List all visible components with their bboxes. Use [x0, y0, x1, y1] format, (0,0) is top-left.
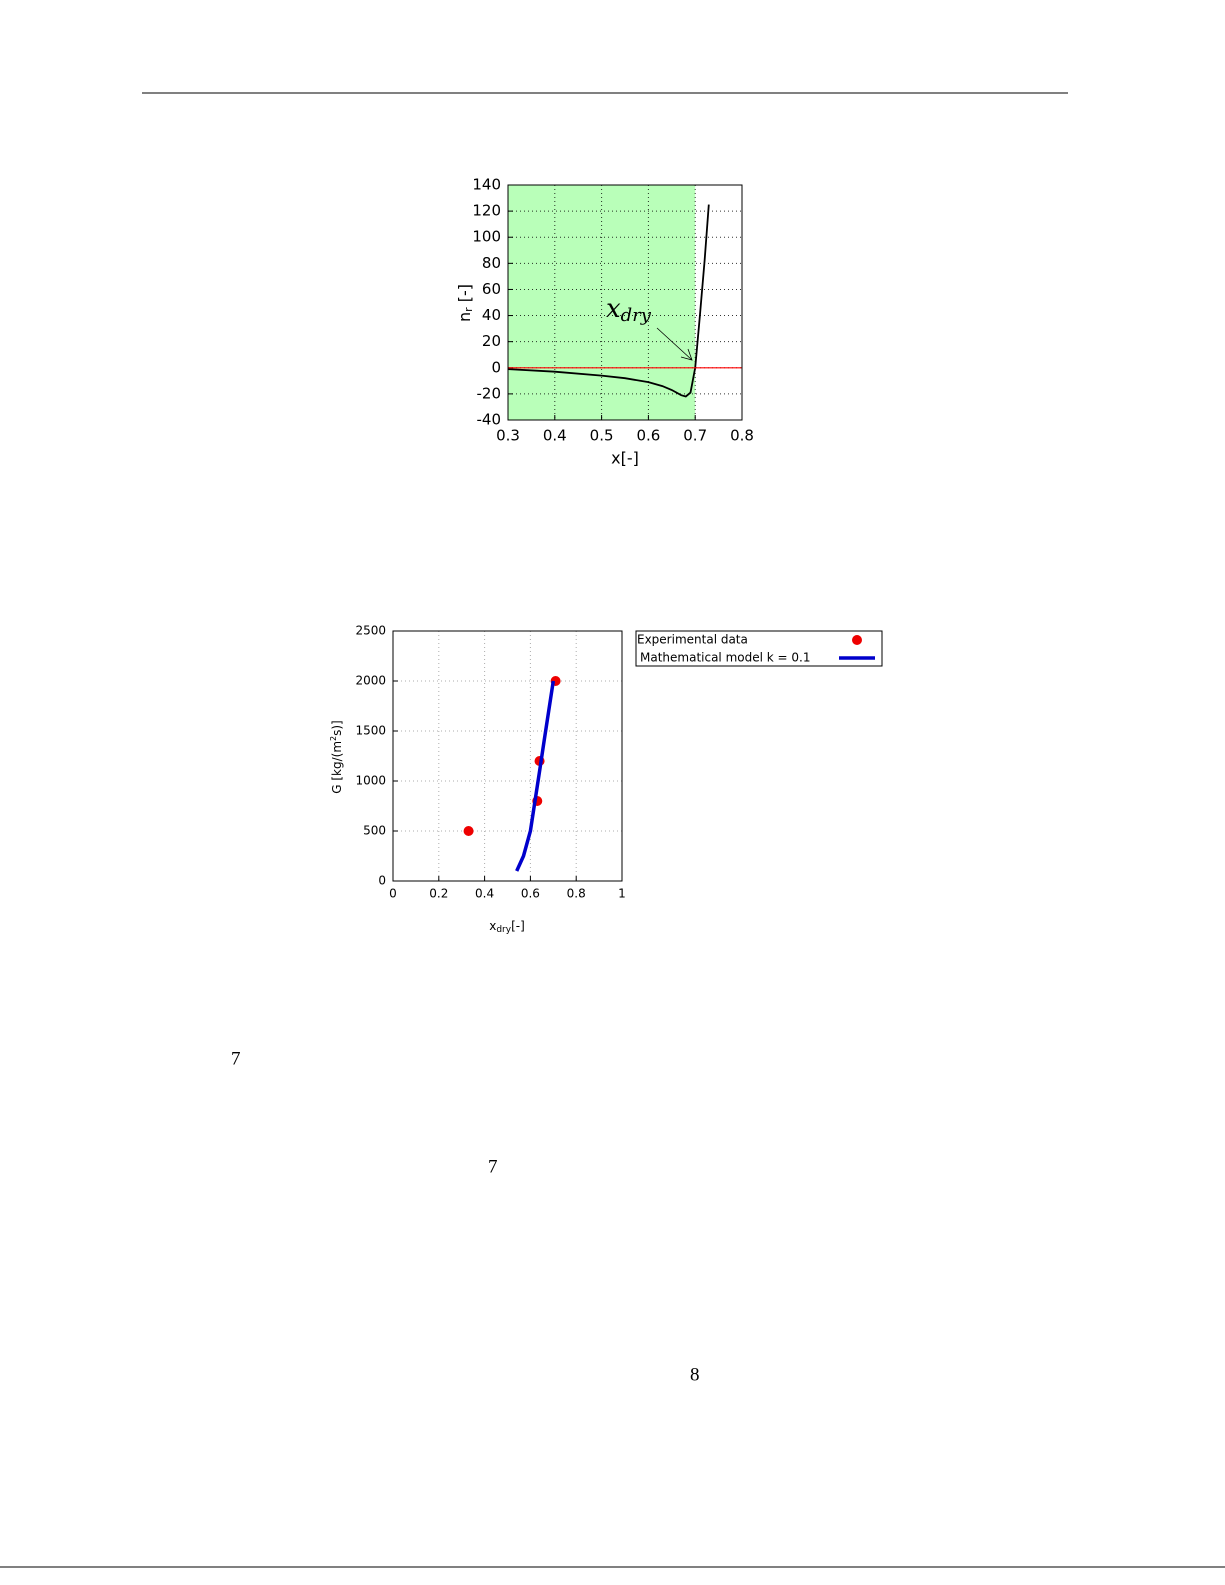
x-tick-label: 0.7 — [683, 427, 707, 445]
legend-box — [635, 630, 883, 667]
y-tick-label: 60 — [482, 280, 501, 298]
x-tick-label: 1 — [618, 887, 626, 901]
y-axis-label: nr [-] — [455, 284, 476, 322]
y-tick-label: 120 — [472, 202, 501, 220]
line — [507, 204, 710, 398]
label-part: n — [455, 312, 474, 322]
text-fragment: 7 — [231, 1048, 241, 1069]
x-tick-label: 0.8 — [730, 427, 754, 445]
text-fragment: 8 — [690, 1364, 700, 1385]
y-tick-label: 2000 — [355, 674, 386, 688]
label-part: dry — [496, 925, 511, 935]
y-tick-label: -20 — [477, 384, 502, 402]
line — [515, 680, 556, 872]
annotation: xdry — [606, 294, 652, 326]
x-tick-label: 0.3 — [496, 427, 520, 445]
x-tick-label: 0.6 — [636, 427, 660, 445]
y-tick-label: 0 — [378, 874, 386, 888]
y-tick-label: 1500 — [355, 724, 386, 738]
label-part: [-] — [511, 919, 525, 933]
y-axis-label: G [kg/(m2s)] — [329, 720, 344, 794]
y-tick-label: 20 — [482, 332, 501, 350]
y-tick-label: 500 — [363, 824, 386, 838]
label-part: G [kg/(m — [330, 741, 344, 794]
x-tick-label: 0.4 — [475, 887, 494, 901]
x-tick-label: 0.5 — [590, 427, 614, 445]
y-tick-label: -40 — [477, 411, 502, 429]
x-tick-label: 0 — [389, 887, 397, 901]
chart: -40 -20 0 20 40 60 80 100 120 140 0.3 0.4 0.5 0.6 0.7 0… — [455, 176, 754, 468]
x-tick-label: 0.8 — [567, 887, 586, 901]
legend-label: Experimental data — [637, 633, 748, 647]
label-part: x — [489, 919, 496, 933]
y-tick-label: 1000 — [355, 774, 386, 788]
y-tick-label: 100 — [472, 228, 501, 246]
legend-marker — [852, 635, 862, 645]
plot-frame — [507, 184, 743, 421]
chart: 0 500 1000 1500 2000 2500 0 0.2 0.4 0.6 0.8 1 xdry[-… — [329, 624, 883, 935]
x-tick-label: 0.2 — [429, 887, 448, 901]
label-part: x — [606, 294, 621, 324]
text-fragment: 7 — [488, 1156, 498, 1177]
x-tick-label: 0.6 — [521, 887, 540, 901]
y-tick-label: 40 — [482, 306, 501, 324]
point — [463, 826, 474, 836]
shaded-region — [508, 185, 696, 420]
x-axis-label: x[-] — [611, 449, 639, 468]
y-tick-label: 2500 — [355, 624, 386, 638]
x-axis-label: xdry[-] — [489, 919, 525, 935]
label-part: dry — [621, 305, 652, 326]
x-tick-label: 0.4 — [543, 427, 567, 445]
annotation-arrow — [656, 327, 693, 361]
label-part: r — [462, 307, 475, 312]
y-tick-label: 140 — [472, 176, 501, 194]
y-tick-label: 80 — [482, 254, 501, 272]
label-part: s)] — [330, 720, 344, 736]
plot-frame — [392, 630, 623, 882]
label-part: 2 — [329, 736, 338, 741]
label-part: [-] — [455, 284, 474, 307]
y-tick-label: 0 — [491, 358, 501, 376]
legend-label: Mathematical model k = 0.1 — [640, 651, 810, 665]
